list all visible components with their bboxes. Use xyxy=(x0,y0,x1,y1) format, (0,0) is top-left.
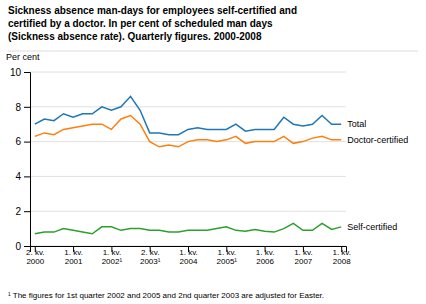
x-axis: 2. kv.20001. kv.20011. kv.2002¹2. kv.200… xyxy=(26,246,351,266)
tick-label-line: 2000 xyxy=(26,257,44,266)
tick-mark xyxy=(24,142,30,143)
tick-label: 2. kv.2003¹ xyxy=(140,248,161,266)
series-label: Doctor-certified xyxy=(347,135,408,145)
y-axis-label: Per cent xyxy=(6,52,40,62)
tick-mark xyxy=(24,211,30,212)
footnote: ¹ The figures for 1st quarter 2002 and 2… xyxy=(8,291,324,300)
y-tick: 10 xyxy=(10,67,30,78)
tick-label: 1. kv.2004 xyxy=(179,248,198,266)
tick-mark xyxy=(24,72,30,73)
x-tick: 1. kv.2002¹ xyxy=(102,246,123,266)
x-tick: 2. kv.2003¹ xyxy=(140,246,161,266)
title: Sickness absence man-days for employees … xyxy=(8,5,297,42)
y-tick: 4 xyxy=(15,171,30,182)
tick-label-line: 1. kv. xyxy=(218,248,237,257)
title-line: Sickness absence man-days for employees … xyxy=(8,5,297,16)
grid-line xyxy=(30,211,346,212)
title-line: (Sickness absence rate). Quarterly figur… xyxy=(8,31,262,42)
tick-label: 2. kv.2000 xyxy=(26,248,45,266)
tick-label-line: 1. kv. xyxy=(103,248,122,257)
tick-label-line: 2002¹ xyxy=(102,257,123,266)
tick-label: 2 xyxy=(15,206,21,217)
tick-label: 8 xyxy=(15,102,21,113)
tick-label-line: 1. kv. xyxy=(64,248,83,257)
title-line: certified by a doctor. In per cent of sc… xyxy=(8,18,273,29)
y-axis: 0 2 4 6 8 10 xyxy=(10,67,31,252)
axis-line xyxy=(24,73,31,247)
tick-label-line: 1. kv. xyxy=(256,248,275,257)
x-tick: 1. kv.2005¹ xyxy=(217,246,238,266)
chart-svg: Sickness absence man-days for employees … xyxy=(0,0,426,304)
tick-label-line: 2001 xyxy=(65,257,83,266)
y-tick: 2 xyxy=(15,206,30,217)
tick-mark xyxy=(24,107,30,108)
series-label: Self-certified xyxy=(347,222,397,232)
tick-label: 0 xyxy=(15,241,21,252)
x-tick: 1. kv.2008 xyxy=(332,246,351,266)
series-labels: Total Doctor-certified Self-certified xyxy=(347,119,408,232)
lines xyxy=(35,96,341,233)
tick-label: 1. kv.2008 xyxy=(332,248,351,266)
tick-label-line: 2004 xyxy=(180,257,198,266)
tick-label-line: 2006 xyxy=(256,257,274,266)
tick-label: 1. kv.2001 xyxy=(64,248,83,266)
tick-label: 10 xyxy=(10,67,22,78)
tick-label: 1. kv.2006 xyxy=(256,248,275,266)
tick-label: 4 xyxy=(15,171,21,182)
tick-label-line: 2003¹ xyxy=(140,257,161,266)
x-tick: 1. kv.2006 xyxy=(256,246,275,266)
separator xyxy=(8,51,418,52)
grid-line xyxy=(30,176,346,177)
y-tick: 8 xyxy=(15,102,30,113)
tick-label-line: 1. kv. xyxy=(332,248,351,257)
x-tick: 1. kv.2004 xyxy=(179,246,198,266)
tick-mark xyxy=(24,246,30,247)
tick-label: 6 xyxy=(15,136,21,147)
tick-label: 1. kv.2005¹ xyxy=(217,248,238,266)
tick-label-line: 2005¹ xyxy=(217,257,238,266)
grid-line xyxy=(30,72,346,73)
tick-mark xyxy=(24,176,30,177)
tick-label: 1. kv.2002¹ xyxy=(102,248,123,266)
chart-container: Sickness absence man-days for employees … xyxy=(0,0,426,304)
tick-label-line: 2. kv. xyxy=(141,248,160,257)
tick-label-line: 1. kv. xyxy=(294,248,313,257)
y-tick: 6 xyxy=(15,136,30,147)
series-line xyxy=(35,116,341,147)
series-line xyxy=(35,96,341,134)
tick-label-line: 2. kv. xyxy=(26,248,45,257)
tick-label-line: 1. kv. xyxy=(179,248,198,257)
series-label: Total xyxy=(347,119,366,129)
plot-area: 02468102. kv.20001. kv.20011. kv.2002¹2.… xyxy=(10,67,408,266)
series-line xyxy=(35,223,341,233)
x-tick: 1. kv.2001 xyxy=(64,246,83,266)
x-tick: 1. kv.2007 xyxy=(294,246,313,266)
tick-label-line: 2008 xyxy=(333,257,351,266)
tick-label: 1. kv.2007 xyxy=(294,248,313,266)
x-tick: 2. kv.2000 xyxy=(26,246,45,266)
tick-label-line: 2007 xyxy=(295,257,313,266)
grid-line xyxy=(30,106,346,107)
grid xyxy=(30,72,346,246)
